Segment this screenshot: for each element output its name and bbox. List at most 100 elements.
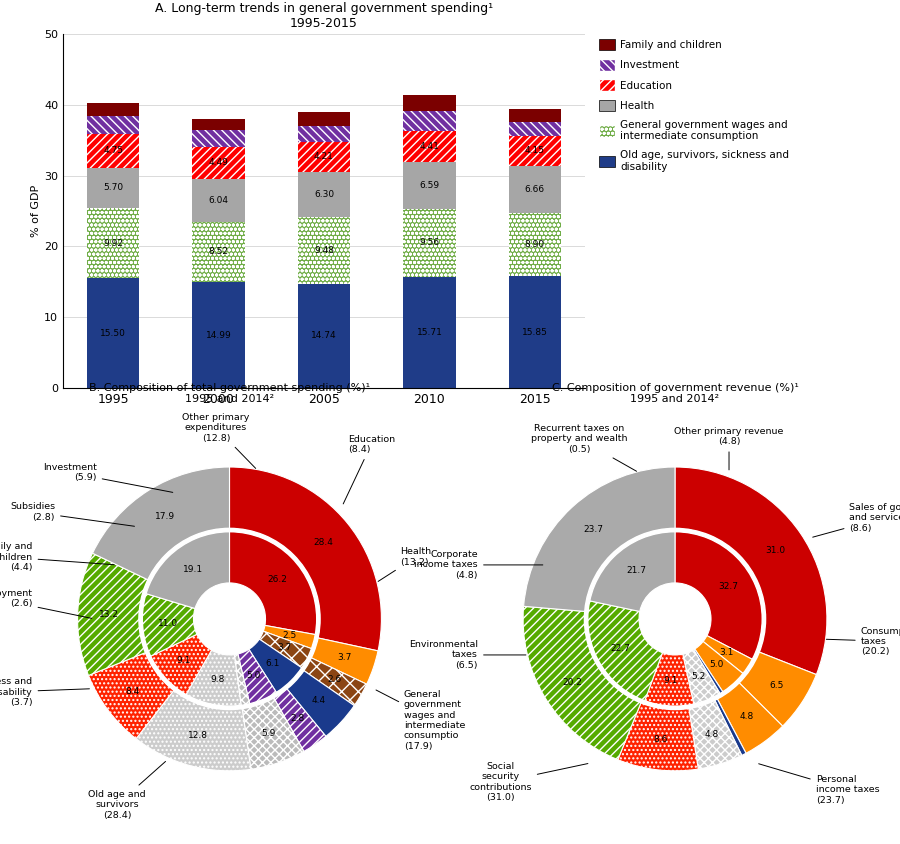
Bar xyxy=(298,111,350,127)
Text: 17.9: 17.9 xyxy=(155,512,176,521)
Title: B. Composition of total government spending (%)¹
1995 and 2014²: B. Composition of total government spend… xyxy=(89,382,370,404)
Bar xyxy=(86,134,140,168)
Text: 4.41: 4.41 xyxy=(419,143,439,151)
Text: 22.7: 22.7 xyxy=(611,644,631,653)
Title: C. Composition of government revenue (%)¹
1995 and 2014²: C. Composition of government revenue (%)… xyxy=(552,382,798,404)
Text: 3.1: 3.1 xyxy=(720,648,734,657)
Wedge shape xyxy=(675,467,827,674)
Bar xyxy=(403,131,455,162)
Wedge shape xyxy=(587,601,662,701)
Text: 20.2: 20.2 xyxy=(562,678,582,687)
Wedge shape xyxy=(584,528,766,710)
Text: Subsidies
(2.8): Subsidies (2.8) xyxy=(10,502,134,527)
Wedge shape xyxy=(694,649,723,694)
Wedge shape xyxy=(644,652,694,706)
Bar xyxy=(508,122,562,136)
Wedge shape xyxy=(717,683,783,753)
Text: Social
security
contributions
(31.0): Social security contributions (31.0) xyxy=(469,762,588,802)
Text: 4.21: 4.21 xyxy=(314,153,334,161)
Legend: Family and children, Investment, Education, Health, General government wages and: Family and children, Investment, Educati… xyxy=(599,39,789,172)
Wedge shape xyxy=(683,650,720,705)
Wedge shape xyxy=(230,467,382,651)
Wedge shape xyxy=(695,641,743,692)
Wedge shape xyxy=(286,670,355,736)
Text: Other primary
expenditures
(12.8): Other primary expenditures (12.8) xyxy=(183,413,256,468)
Wedge shape xyxy=(617,702,698,771)
Bar xyxy=(86,116,140,134)
Text: 9.56: 9.56 xyxy=(419,239,439,247)
Bar xyxy=(298,284,350,388)
Text: 15.71: 15.71 xyxy=(417,328,443,337)
Text: 4.8: 4.8 xyxy=(704,730,718,738)
Wedge shape xyxy=(150,635,212,695)
Text: 6.04: 6.04 xyxy=(209,196,229,204)
Text: 9.1: 9.1 xyxy=(663,676,678,685)
Text: 9.1: 9.1 xyxy=(176,657,191,665)
Text: 23.7: 23.7 xyxy=(583,526,603,534)
Wedge shape xyxy=(249,639,302,693)
Text: 3.7: 3.7 xyxy=(337,653,351,663)
Wedge shape xyxy=(139,528,320,710)
Text: 6.1: 6.1 xyxy=(266,659,280,668)
Text: 8.6: 8.6 xyxy=(653,734,668,744)
Text: General
government
wages and
intermediate
consumptio
(17.9): General government wages and intermediat… xyxy=(376,690,465,750)
Bar xyxy=(403,162,455,209)
Wedge shape xyxy=(234,654,250,706)
Wedge shape xyxy=(185,650,241,706)
Wedge shape xyxy=(688,700,742,769)
Wedge shape xyxy=(141,593,197,657)
Text: Recurrent taxes on
property and wealth
(0.5): Recurrent taxes on property and wealth (… xyxy=(531,424,636,471)
Text: 32.7: 32.7 xyxy=(718,582,738,592)
Bar xyxy=(298,217,350,284)
Text: Investment
(5.9): Investment (5.9) xyxy=(43,463,173,492)
Wedge shape xyxy=(590,531,675,611)
Bar xyxy=(508,165,562,213)
Text: 4.8: 4.8 xyxy=(740,711,754,721)
Wedge shape xyxy=(146,531,230,609)
Text: 5.2: 5.2 xyxy=(691,672,705,681)
Text: 26.2: 26.2 xyxy=(267,575,287,584)
Circle shape xyxy=(194,584,265,654)
Bar xyxy=(193,282,245,388)
Text: 9.48: 9.48 xyxy=(314,246,334,255)
Text: 5.9: 5.9 xyxy=(261,729,275,738)
Wedge shape xyxy=(93,467,230,580)
Text: 2.5: 2.5 xyxy=(282,630,296,640)
Bar xyxy=(403,277,455,388)
Wedge shape xyxy=(715,699,746,755)
Text: 6.59: 6.59 xyxy=(419,181,439,190)
Text: 14.74: 14.74 xyxy=(311,332,337,340)
Text: 8.90: 8.90 xyxy=(525,240,545,249)
Text: 4.15: 4.15 xyxy=(525,146,544,155)
Text: 3.7: 3.7 xyxy=(277,642,292,652)
Text: 5.0: 5.0 xyxy=(709,660,724,669)
Text: 6.66: 6.66 xyxy=(525,185,545,193)
Text: Health
(13.2): Health (13.2) xyxy=(378,548,432,582)
Wedge shape xyxy=(264,625,316,649)
Text: 19.1: 19.1 xyxy=(183,565,202,574)
Wedge shape xyxy=(523,606,641,760)
Text: Other primary revenue
(4.8): Other primary revenue (4.8) xyxy=(674,427,784,470)
Wedge shape xyxy=(303,657,366,706)
Bar xyxy=(403,95,455,111)
Text: Sickness and
disability
(3.7): Sickness and disability (3.7) xyxy=(0,677,89,707)
Text: Old age and
survivors
(28.4): Old age and survivors (28.4) xyxy=(88,761,166,820)
Wedge shape xyxy=(242,697,304,770)
Text: 6.30: 6.30 xyxy=(314,190,334,198)
Bar xyxy=(508,213,562,276)
Wedge shape xyxy=(274,689,326,751)
Bar xyxy=(403,111,455,131)
Text: 15.50: 15.50 xyxy=(100,329,126,338)
Text: 6.5: 6.5 xyxy=(770,680,783,690)
Wedge shape xyxy=(524,467,675,611)
Text: 14.99: 14.99 xyxy=(206,331,231,339)
Bar xyxy=(403,209,455,277)
Wedge shape xyxy=(675,531,763,660)
Wedge shape xyxy=(259,631,312,668)
Bar xyxy=(508,276,562,388)
Text: Consumption
taxes
(20.2): Consumption taxes (20.2) xyxy=(826,626,900,657)
Text: Sales of goods
and services
(8.6): Sales of goods and services (8.6) xyxy=(813,503,900,537)
Wedge shape xyxy=(88,652,174,738)
Wedge shape xyxy=(77,553,148,675)
Bar xyxy=(86,208,140,279)
